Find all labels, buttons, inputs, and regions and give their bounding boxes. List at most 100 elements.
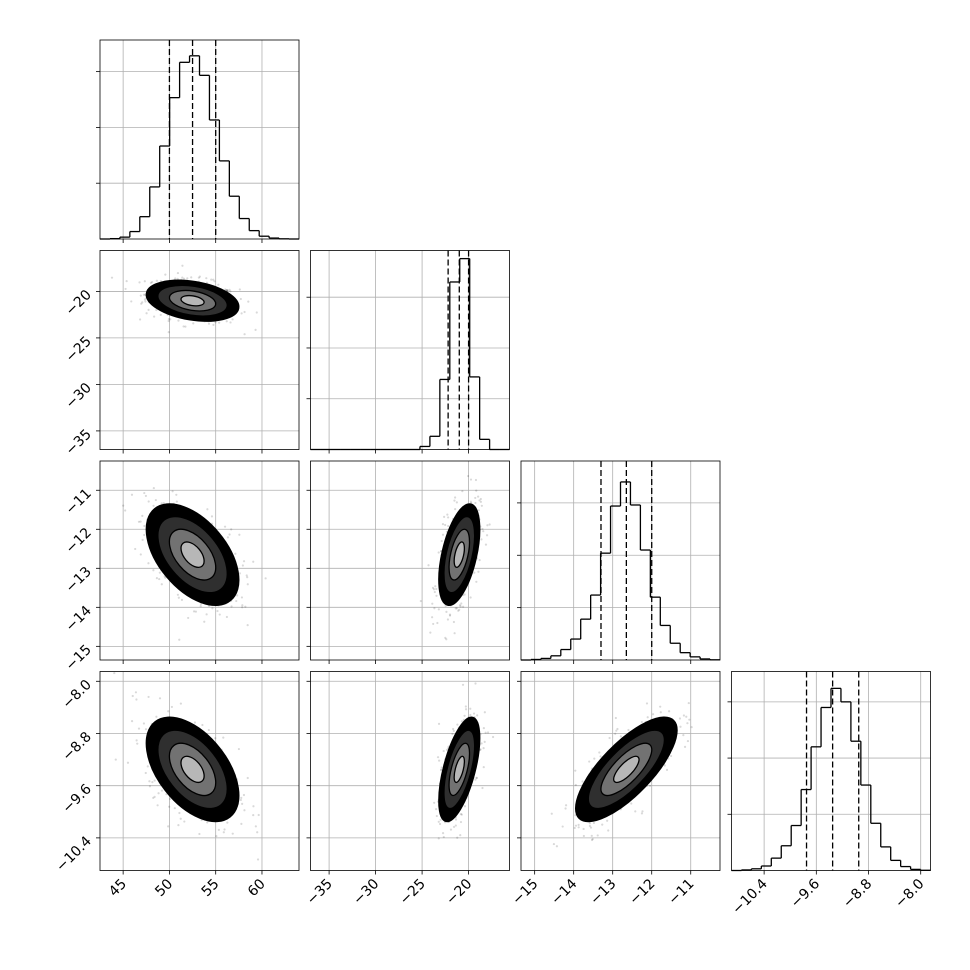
y-tick-label: −35 — [63, 426, 95, 458]
sample-point — [264, 577, 267, 580]
sample-point — [444, 523, 447, 527]
sample-point — [198, 832, 201, 836]
sample-point — [167, 825, 170, 828]
sample-point — [142, 722, 146, 725]
sample-point — [168, 805, 171, 808]
y-tick-label: −12 — [63, 525, 95, 557]
x-tick-label: −8.8 — [840, 876, 875, 911]
sample-point — [442, 749, 445, 753]
sample-point — [124, 287, 127, 291]
sample-point — [201, 723, 204, 727]
sample-point — [463, 593, 466, 596]
sample-point — [459, 812, 463, 816]
y-tick-label: −11 — [63, 486, 95, 518]
sample-point — [192, 610, 196, 613]
sample-point — [153, 315, 156, 318]
sample-point — [143, 491, 146, 495]
sample-point — [205, 277, 208, 280]
sample-point — [131, 694, 134, 698]
sample-point — [592, 821, 596, 825]
sample-point — [645, 702, 649, 705]
sample-point — [454, 607, 457, 610]
sample-point — [455, 501, 458, 504]
sample-point — [447, 524, 450, 528]
sample-point — [574, 824, 578, 827]
sample-point — [243, 809, 246, 812]
sample-point — [456, 836, 459, 839]
sample-point — [482, 727, 485, 730]
sample-point — [197, 276, 201, 279]
y-tick-label: −10.4 — [53, 833, 95, 875]
panel — [96, 250, 300, 454]
sample-point — [659, 711, 662, 714]
sample-point — [152, 504, 155, 507]
sample-point — [218, 321, 221, 324]
sample-point — [143, 280, 146, 283]
sample-point — [419, 599, 422, 603]
sample-point — [452, 825, 456, 829]
sample-point — [160, 583, 163, 586]
sample-point — [190, 276, 193, 279]
sample-point — [431, 616, 434, 619]
sample-point — [460, 720, 464, 723]
sample-point — [582, 834, 585, 838]
sample-point — [449, 828, 453, 831]
sample-point — [212, 278, 215, 281]
sample-point — [182, 277, 186, 280]
sample-point — [160, 789, 164, 792]
sample-point — [469, 500, 473, 503]
sample-point — [648, 784, 652, 787]
sample-point — [469, 596, 472, 599]
sample-point — [239, 297, 242, 301]
density-contour — [180, 541, 205, 568]
sample-point — [445, 638, 448, 641]
sample-point — [434, 585, 437, 588]
x-tick-label: −14 — [548, 876, 580, 908]
sample-point — [474, 682, 477, 685]
sample-point — [177, 824, 180, 827]
sample-point — [652, 713, 655, 716]
sample-point — [241, 606, 244, 609]
sample-point — [682, 714, 686, 717]
sample-point — [439, 818, 442, 821]
sample-point — [432, 622, 435, 626]
density-contour — [613, 755, 640, 784]
sample-point — [481, 527, 484, 531]
sample-point — [177, 596, 180, 599]
sample-point — [686, 739, 690, 743]
sample-point — [474, 778, 477, 781]
sample-point — [588, 824, 591, 828]
sample-point — [215, 835, 218, 838]
sample-point — [573, 826, 576, 830]
sample-point — [581, 780, 584, 783]
panel-frame — [310, 671, 510, 871]
panel — [727, 671, 931, 875]
sample-point — [135, 698, 138, 701]
y-tick-label: −20 — [63, 287, 95, 319]
sample-point — [550, 812, 553, 815]
sample-point — [242, 793, 246, 797]
sample-point — [627, 728, 630, 732]
y-tick-label: −8.8 — [59, 729, 94, 764]
sample-point — [210, 515, 214, 518]
sample-point — [254, 328, 257, 331]
sample-point — [435, 814, 438, 818]
sample-point — [167, 710, 170, 713]
sample-point — [152, 569, 155, 572]
sample-point — [596, 834, 599, 837]
sample-point — [156, 804, 159, 807]
density-contour — [180, 294, 205, 307]
panel — [306, 671, 510, 875]
sample-point — [226, 821, 229, 824]
sample-point — [240, 312, 243, 315]
sample-point — [225, 320, 228, 323]
sample-point — [143, 298, 147, 301]
sample-point — [552, 842, 556, 846]
sample-point — [564, 807, 567, 810]
sample-point — [687, 701, 690, 705]
sample-point — [159, 313, 162, 316]
sample-point — [246, 583, 249, 586]
sample-point — [240, 596, 244, 599]
sample-point — [192, 322, 195, 325]
